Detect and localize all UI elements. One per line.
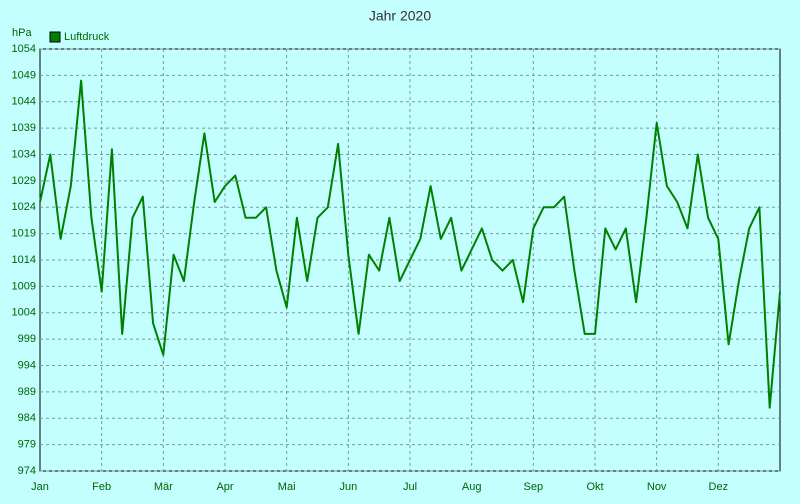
y-tick-label: 1039 bbox=[12, 122, 36, 134]
y-tick-label: 1034 bbox=[12, 148, 36, 160]
x-tick-label: Jun bbox=[339, 481, 357, 493]
x-tick-label: Jul bbox=[403, 481, 417, 493]
x-tick-label: Nov bbox=[647, 481, 667, 493]
y-tick-label: 1029 bbox=[12, 175, 36, 187]
chart-title: Jahr 2020 bbox=[369, 8, 431, 24]
y-tick-label: 1054 bbox=[12, 43, 36, 55]
y-tick-label: 974 bbox=[18, 465, 36, 477]
y-axis-label: hPa bbox=[12, 27, 32, 39]
data-line bbox=[39, 79, 781, 409]
y-tick-label: 1014 bbox=[12, 254, 36, 266]
y-tick-label: 989 bbox=[18, 386, 36, 398]
x-tick-label: Aug bbox=[462, 481, 482, 493]
y-tick-label: 1024 bbox=[12, 201, 36, 213]
y-tick-label: 1049 bbox=[12, 69, 36, 81]
y-tick-label: 1044 bbox=[12, 96, 36, 108]
x-tick-label: Dez bbox=[709, 481, 729, 493]
x-tick-label: Sep bbox=[524, 481, 544, 493]
legend-label: Luftdruck bbox=[64, 31, 110, 43]
y-tick-label: 994 bbox=[18, 359, 36, 371]
y-tick-label: 1009 bbox=[12, 280, 36, 292]
y-tick-label: 984 bbox=[18, 412, 36, 424]
y-tick-label: 979 bbox=[18, 439, 36, 451]
y-tick-label: 999 bbox=[18, 333, 36, 345]
legend-swatch bbox=[49, 31, 61, 43]
x-tick-label: Mai bbox=[278, 481, 296, 493]
y-tick-label: 1019 bbox=[12, 228, 36, 240]
x-tick-label: Feb bbox=[92, 481, 111, 493]
x-tick-label: Jan bbox=[31, 481, 49, 493]
y-tick-label: 1004 bbox=[12, 307, 36, 319]
x-tick-label: Mär bbox=[154, 481, 173, 493]
x-tick-label: Okt bbox=[586, 481, 603, 493]
x-tick-label: Apr bbox=[216, 481, 233, 493]
